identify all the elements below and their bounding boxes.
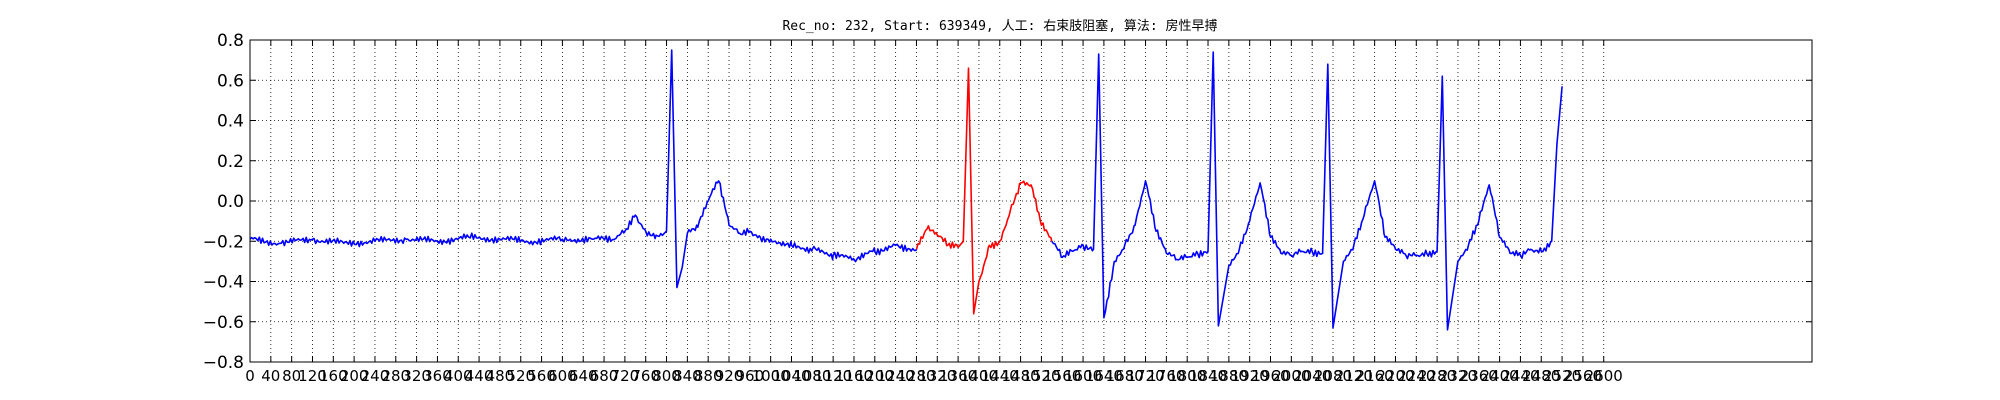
- x-tick-label: 80: [282, 367, 301, 385]
- x-tick-label: 1760: [1147, 367, 1185, 385]
- x-tick-label: 120: [298, 367, 327, 385]
- x-tick-label: 1200: [856, 367, 894, 385]
- x-tick-label: 1880: [1210, 367, 1248, 385]
- x-tick-label: 680: [590, 367, 619, 385]
- x-tick-label: 1160: [835, 367, 873, 385]
- x-tick-label: 1680: [1106, 367, 1144, 385]
- x-tick-label: 920: [715, 367, 744, 385]
- y-axis-ticks: −0.8 −0.6 −0.4 −0.2 0.0 0.2 0.4 0.6 0.8: [203, 31, 1812, 373]
- x-tick-label: 1800: [1168, 367, 1206, 385]
- x-tick-label: 400: [444, 367, 473, 385]
- x-tick-label: 1840: [1189, 367, 1227, 385]
- x-tick-label: 600: [548, 367, 577, 385]
- x-tick-label: 2240: [1397, 367, 1435, 385]
- x-tick-label: 440: [465, 367, 494, 385]
- x-tick-label: 2120: [1335, 367, 1373, 385]
- x-tick-label: 2000: [1272, 367, 1310, 385]
- x-tick-label: 2440: [1501, 367, 1539, 385]
- y-tick-label: −0.8: [203, 353, 244, 373]
- x-tick-label: 960: [736, 367, 765, 385]
- x-tick-label: 2560: [1564, 367, 1602, 385]
- x-tick-label: 1440: [981, 367, 1019, 385]
- chart-title: Rec_no: 232, Start: 639349, 人工: 右束肢阻塞, 算…: [782, 18, 1217, 34]
- series-layer: [249, 49, 1563, 331]
- x-tick-label: 480: [486, 367, 515, 385]
- x-tick-label: 2400: [1481, 367, 1519, 385]
- x-tick-label: 1080: [793, 367, 831, 385]
- y-tick-label: 0.6: [217, 71, 244, 91]
- x-tick-label: 520: [506, 367, 535, 385]
- y-tick-label: 0.8: [217, 31, 244, 51]
- x-tick-label: 1040: [772, 367, 810, 385]
- x-tick-label: 200: [340, 367, 369, 385]
- x-tick-label: 1400: [960, 367, 998, 385]
- x-tick-label: 1960: [1251, 367, 1289, 385]
- x-tick-label: 760: [631, 367, 660, 385]
- x-tick-label: 1720: [1126, 367, 1164, 385]
- x-tick-label: 1920: [1231, 367, 1269, 385]
- y-tick-label: 0.2: [217, 152, 244, 172]
- x-tick-label: 2040: [1293, 367, 1331, 385]
- ecg-series-line-2: [915, 67, 1053, 315]
- x-tick-label: 240: [361, 367, 390, 385]
- x-tick-label: 1600: [1064, 367, 1102, 385]
- x-tick-label: 2320: [1439, 367, 1477, 385]
- y-tick-label: −0.2: [203, 232, 244, 252]
- ecg-series-line-3: [1051, 51, 1563, 331]
- x-tick-label: 2520: [1543, 367, 1581, 385]
- x-tick-label: 1360: [939, 367, 977, 385]
- y-tick-label: −0.6: [203, 313, 244, 333]
- x-tick-label: 2200: [1376, 367, 1414, 385]
- grid: [250, 40, 1812, 362]
- x-tick-label: 1320: [918, 367, 956, 385]
- x-tick-label: 40: [261, 367, 280, 385]
- y-tick-label: 0.0: [217, 192, 244, 212]
- x-tick-label: 720: [611, 367, 640, 385]
- x-tick-label: 1280: [897, 367, 935, 385]
- y-tick-label: −0.4: [203, 273, 244, 293]
- x-tick-label: 160: [319, 367, 348, 385]
- x-tick-label: 1640: [1085, 367, 1123, 385]
- x-tick-label: 800: [652, 367, 681, 385]
- x-axis-ticks: 0 40 8012016020024028032036040044048052056…: [245, 40, 1623, 385]
- x-tick-label: 280: [381, 367, 410, 385]
- y-tick-label: 0.4: [217, 112, 244, 132]
- x-tick-label: 2080: [1314, 367, 1352, 385]
- x-tick-label: 2480: [1522, 367, 1560, 385]
- ecg-series-line-1: [249, 49, 918, 289]
- x-tick-label: 2600: [1585, 367, 1623, 385]
- x-tick-label: 640: [569, 367, 598, 385]
- x-tick-label: 2360: [1460, 367, 1498, 385]
- x-tick-label: 1120: [814, 367, 852, 385]
- x-tick-label: 0: [245, 367, 255, 385]
- x-tick-label: 320: [402, 367, 431, 385]
- x-tick-label: 1480: [1001, 367, 1039, 385]
- x-tick-label: 1240: [877, 367, 915, 385]
- x-tick-label: 880: [694, 367, 723, 385]
- x-tick-label: 840: [673, 367, 702, 385]
- x-tick-label: 360: [423, 367, 452, 385]
- x-tick-label: 560: [527, 367, 556, 385]
- x-tick-label: 1000: [752, 367, 790, 385]
- x-tick-label: 2280: [1418, 367, 1456, 385]
- x-tick-label: 1520: [1022, 367, 1060, 385]
- x-tick-label: 2160: [1356, 367, 1394, 385]
- x-tick-label: 1560: [1043, 367, 1081, 385]
